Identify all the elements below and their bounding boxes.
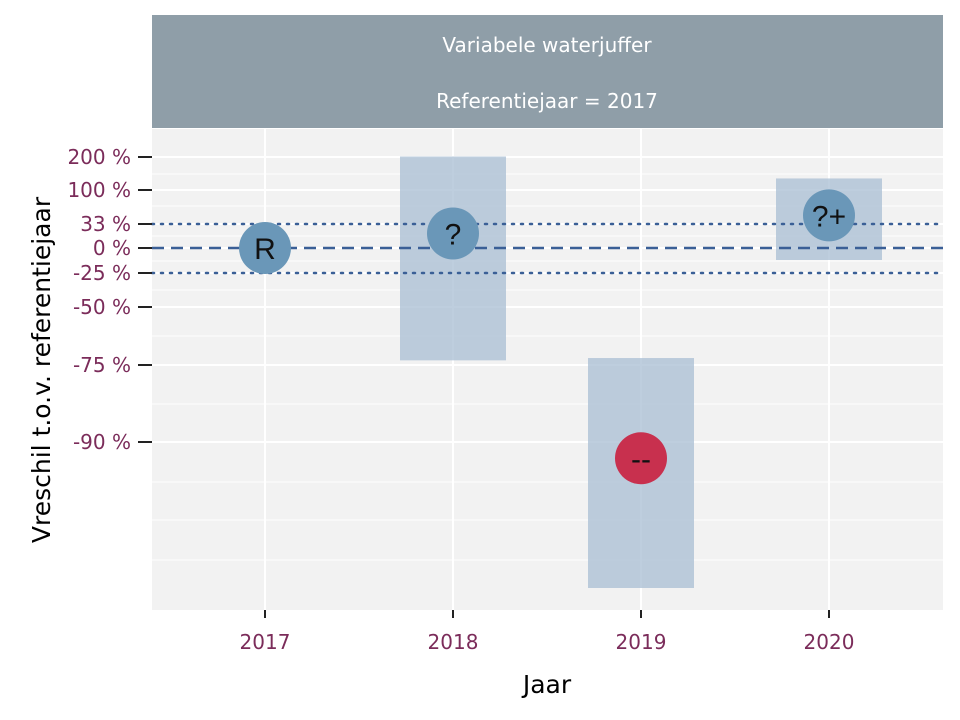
facet-title: Variabele waterjuffer xyxy=(442,33,652,57)
y-tick-label: -50 % xyxy=(73,295,131,319)
x-axis-ticks: 2017 2018 2019 2020 xyxy=(240,610,855,654)
y-tick-label: -90 % xyxy=(73,430,131,454)
facet-strip xyxy=(152,15,943,128)
point-marker-2018 xyxy=(427,207,479,260)
x-tick-label: 2017 xyxy=(240,630,291,654)
x-axis-title: Jaar xyxy=(521,670,572,699)
y-tick-label: 100 % xyxy=(67,178,131,202)
y-tick-label: -25 % xyxy=(73,261,131,285)
data-points: R ? -- ?+ xyxy=(239,189,855,485)
point-label-2018: ? xyxy=(445,218,462,251)
x-tick-label: 2019 xyxy=(616,630,667,654)
grid-lines xyxy=(152,129,943,610)
y-tick-label: 0 % xyxy=(93,236,131,260)
point-label-2017: R xyxy=(254,233,276,266)
y-axis-ticks: 200 % 100 % 33 %0 %-25 % -50 % -75 % -90 % xyxy=(67,145,152,454)
y-axis-title: Vreschil t.o.v. referentiejaar xyxy=(27,196,56,543)
x-tick-label: 2020 xyxy=(804,630,855,654)
y-tick-label: 33 % xyxy=(80,212,131,236)
point-marker-2020 xyxy=(803,189,855,242)
point-label-2020: ?+ xyxy=(812,200,846,233)
point-label-2019: -- xyxy=(631,443,651,476)
x-tick-label: 2018 xyxy=(428,630,479,654)
point-marker-2019 xyxy=(615,432,667,485)
facet-subtitle: Referentiejaar = 2017 xyxy=(436,89,658,113)
point-marker-2017 xyxy=(239,222,291,274)
y-tick-label: -75 % xyxy=(73,353,131,377)
y-tick-label: 200 % xyxy=(67,145,131,169)
